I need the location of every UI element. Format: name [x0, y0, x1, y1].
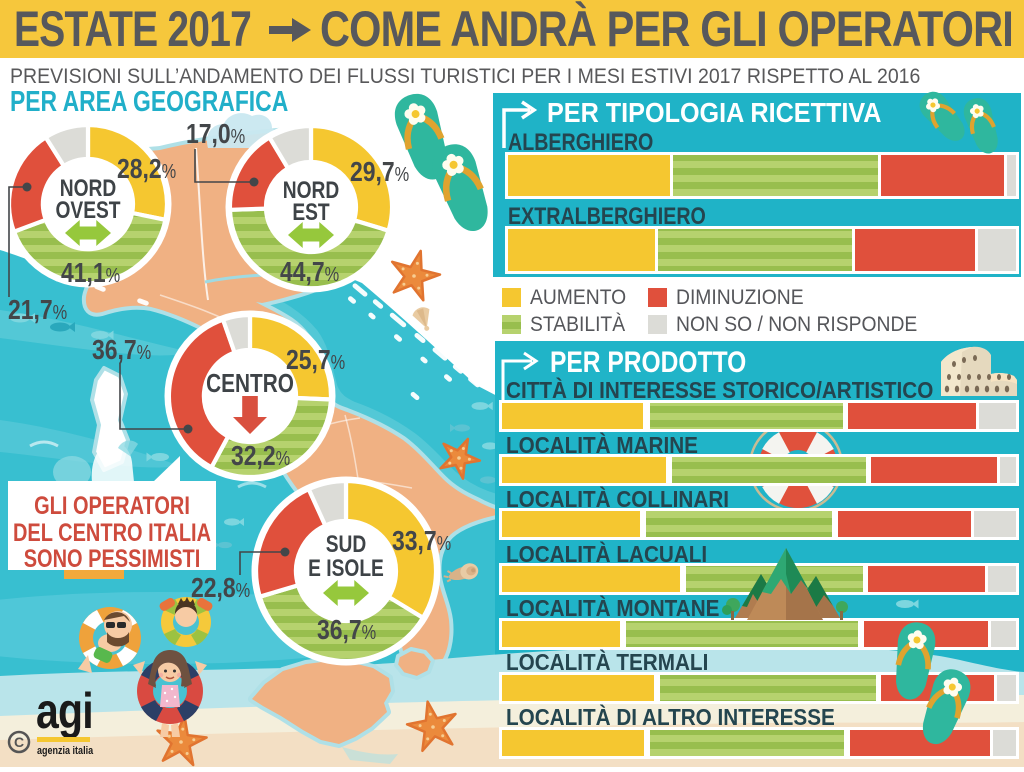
- svg-text:C: C: [14, 734, 24, 750]
- svg-text:22,8%: 22,8%: [191, 573, 250, 604]
- svg-text:33,7%: 33,7%: [392, 526, 451, 557]
- svg-text:36,7%: 36,7%: [317, 615, 376, 646]
- svg-text:DEL CENTRO ITALIA: DEL CENTRO ITALIA: [13, 519, 211, 547]
- svg-text:PREVISIONI SULL’ANDAMENTO DEI: PREVISIONI SULL’ANDAMENTO DEI FLUSSI TUR…: [10, 65, 920, 88]
- svg-text:NORD: NORD: [283, 176, 339, 204]
- svg-text:agi: agi: [36, 683, 93, 739]
- svg-text:STABILITÀ: STABILITÀ: [530, 312, 626, 336]
- svg-text:EXTRALBERGHIERO: EXTRALBERGHIERO: [508, 202, 706, 229]
- svg-text:AUMENTO: AUMENTO: [530, 286, 626, 309]
- svg-text:PER AREA GEOGRAFICA: PER AREA GEOGRAFICA: [10, 84, 288, 117]
- svg-text:DIMINUZIONE: DIMINUZIONE: [676, 286, 804, 309]
- svg-text:28,2%: 28,2%: [117, 154, 176, 185]
- svg-text:CITTÀ DI INTERESSE STORICO/ART: CITTÀ DI INTERESSE STORICO/ARTISTICO: [506, 377, 933, 403]
- svg-text:44,7%: 44,7%: [280, 257, 339, 288]
- svg-text:LOCALITÀ LACUALI: LOCALITÀ LACUALI: [506, 541, 707, 567]
- svg-text:CENTRO: CENTRO: [206, 369, 294, 398]
- svg-text:ALBERGHIERO: ALBERGHIERO: [508, 128, 653, 155]
- svg-text:LOCALITÀ COLLINARI: LOCALITÀ COLLINARI: [506, 486, 729, 512]
- svg-text:agenzia italia: agenzia italia: [37, 745, 93, 757]
- svg-text:LOCALITÀ MONTANE: LOCALITÀ MONTANE: [506, 595, 719, 621]
- svg-text:41,1%: 41,1%: [61, 258, 120, 289]
- svg-text:25,7%: 25,7%: [286, 345, 345, 376]
- svg-text:SUD: SUD: [326, 530, 367, 558]
- svg-text:E ISOLE: E ISOLE: [308, 554, 384, 582]
- svg-text:SONO PESSIMISTI: SONO PESSIMISTI: [24, 545, 201, 573]
- svg-text:29,7%: 29,7%: [350, 157, 409, 188]
- svg-text:36,7%: 36,7%: [92, 335, 151, 366]
- svg-text:OVEST: OVEST: [55, 196, 121, 224]
- svg-text:17,0%: 17,0%: [186, 119, 245, 150]
- svg-text:LOCALITÀ MARINE: LOCALITÀ MARINE: [506, 432, 698, 458]
- svg-text:EST: EST: [292, 198, 330, 226]
- svg-text:ESTATE 2017: ESTATE 2017: [14, 0, 251, 57]
- svg-text:21,7%: 21,7%: [8, 295, 67, 326]
- svg-text:GLI OPERATORI: GLI OPERATORI: [34, 492, 190, 520]
- svg-text:LOCALITÀ DI ALTRO INTERESSE: LOCALITÀ DI ALTRO INTERESSE: [506, 704, 835, 730]
- svg-text:NORD: NORD: [60, 174, 116, 202]
- svg-text:COME ANDRÀ PER GLI OPERATORI: COME ANDRÀ PER GLI OPERATORI: [320, 0, 1013, 57]
- svg-text:PER TIPOLOGIA RICETTIVA: PER TIPOLOGIA RICETTIVA: [547, 97, 881, 129]
- svg-text:LOCALITÀ TERMALI: LOCALITÀ TERMALI: [506, 649, 708, 675]
- svg-text:32,2%: 32,2%: [231, 441, 290, 472]
- svg-text:NON SO / NON RISPONDE: NON SO / NON RISPONDE: [676, 313, 917, 336]
- svg-text:PER PRODOTTO: PER PRODOTTO: [550, 345, 746, 379]
